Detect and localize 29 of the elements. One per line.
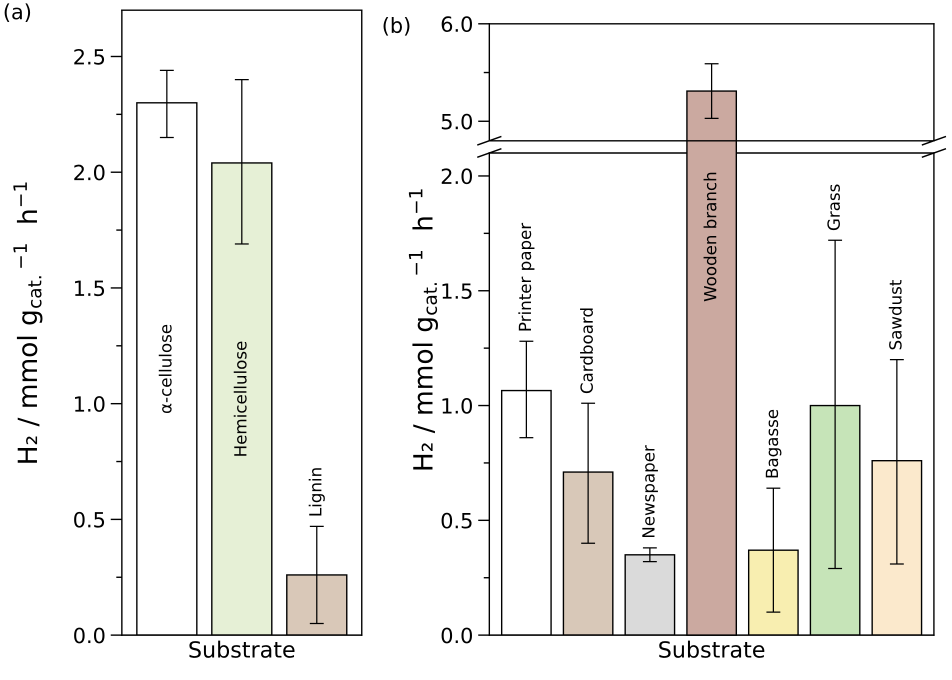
x-tick-label: Hemicellulose <box>234 342 247 456</box>
y-tick-label: 1.5 <box>75 280 104 296</box>
y-tick-label: 0.5 <box>442 512 472 529</box>
y-axis-title: H₂ / mmol g$_{cat.}$$^{−1}$ h$^{−1}$ <box>408 189 438 470</box>
y-tick-label: 2.0 <box>74 164 104 180</box>
x-tick-label: α-cellulose <box>158 324 172 414</box>
text: (a) <box>4 3 30 22</box>
y-tick-label: 0.0 <box>442 628 472 644</box>
x-tick-label: Lignin <box>308 468 325 516</box>
x-tick-label: Grass <box>827 184 840 230</box>
x-tick-label: Printer paper <box>518 222 534 330</box>
y-axis-title: H₂ / mmol g$_{cat.}$$^{−1}$ h$^{−1}$ <box>13 182 42 463</box>
x-tick-label: Cardboard <box>580 308 593 394</box>
x-tick-label: Sawdust <box>888 280 902 350</box>
text: (b) <box>384 17 410 36</box>
x-tick-label: Bagasse <box>766 410 782 478</box>
y-tick-label: 2.0 <box>442 168 472 184</box>
y-tick-label: 1.5 <box>442 283 472 299</box>
y-tick-label: 6.0 <box>442 16 472 32</box>
y-tick-label: 2.5 <box>74 48 104 65</box>
x-axis-title: Substrate <box>189 640 294 658</box>
x-tick-label: Newspaper <box>642 445 658 538</box>
y-tick-label: 0.5 <box>74 512 104 528</box>
y-tick-label: 1.0 <box>442 398 472 414</box>
x-axis-title: Substrate <box>659 640 764 658</box>
x-tick-label: Wooden branch <box>704 172 716 302</box>
y-tick-label: 0.0 <box>74 628 104 644</box>
y-tick-label: 1.0 <box>75 396 104 412</box>
y-tick-label: 5.0 <box>442 114 472 130</box>
